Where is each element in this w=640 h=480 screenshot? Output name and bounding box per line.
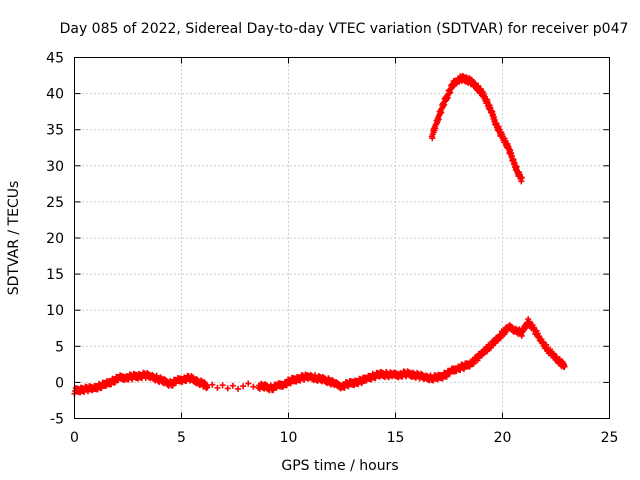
data-point [561,363,568,370]
series-1 [428,72,525,185]
y-tick-label: 5 [55,339,64,355]
data-point [441,101,448,108]
series-0 [71,316,568,397]
x-tick-label: 20 [494,430,512,446]
y-tick-label: 10 [46,303,64,319]
data-point [229,382,236,389]
data-point [214,384,221,391]
data-point [224,385,231,392]
data-point [250,383,257,390]
y-tick-label: 25 [46,195,64,211]
axis-ticks: 0 5 10 15 20 25 -5 0 5 10 15 20 25 30 35 40 45 [46,51,618,447]
data-point [245,380,252,387]
y-tick-label: 15 [46,267,64,283]
y-tick-label: 20 [46,231,64,247]
data-point [204,384,211,391]
data-point [240,383,247,390]
x-tick-label: 15 [387,430,405,446]
x-tick-label: 25 [601,430,619,446]
y-tick-label: -5 [50,412,64,428]
data-point [209,381,216,388]
data-point [234,385,241,392]
x-tick-label: 10 [280,430,298,446]
y-axis-title: SDTVAR / TECUs [6,181,22,296]
y-tick-label: 30 [46,159,64,175]
data-point [518,174,525,181]
x-tick-label: 5 [177,430,186,446]
x-tick-label: 0 [70,430,79,446]
y-tick-label: 40 [46,87,64,103]
grid [74,57,610,419]
x-axis-title: GPS time / hours [281,458,398,474]
y-tick-label: 35 [46,123,64,139]
data-point [219,382,226,389]
series-layer [71,72,568,397]
y-tick-label: 45 [46,51,64,67]
chart-title: Day 085 of 2022, Sidereal Day-to-day VTE… [60,21,629,37]
y-tick-label: 0 [55,375,64,391]
